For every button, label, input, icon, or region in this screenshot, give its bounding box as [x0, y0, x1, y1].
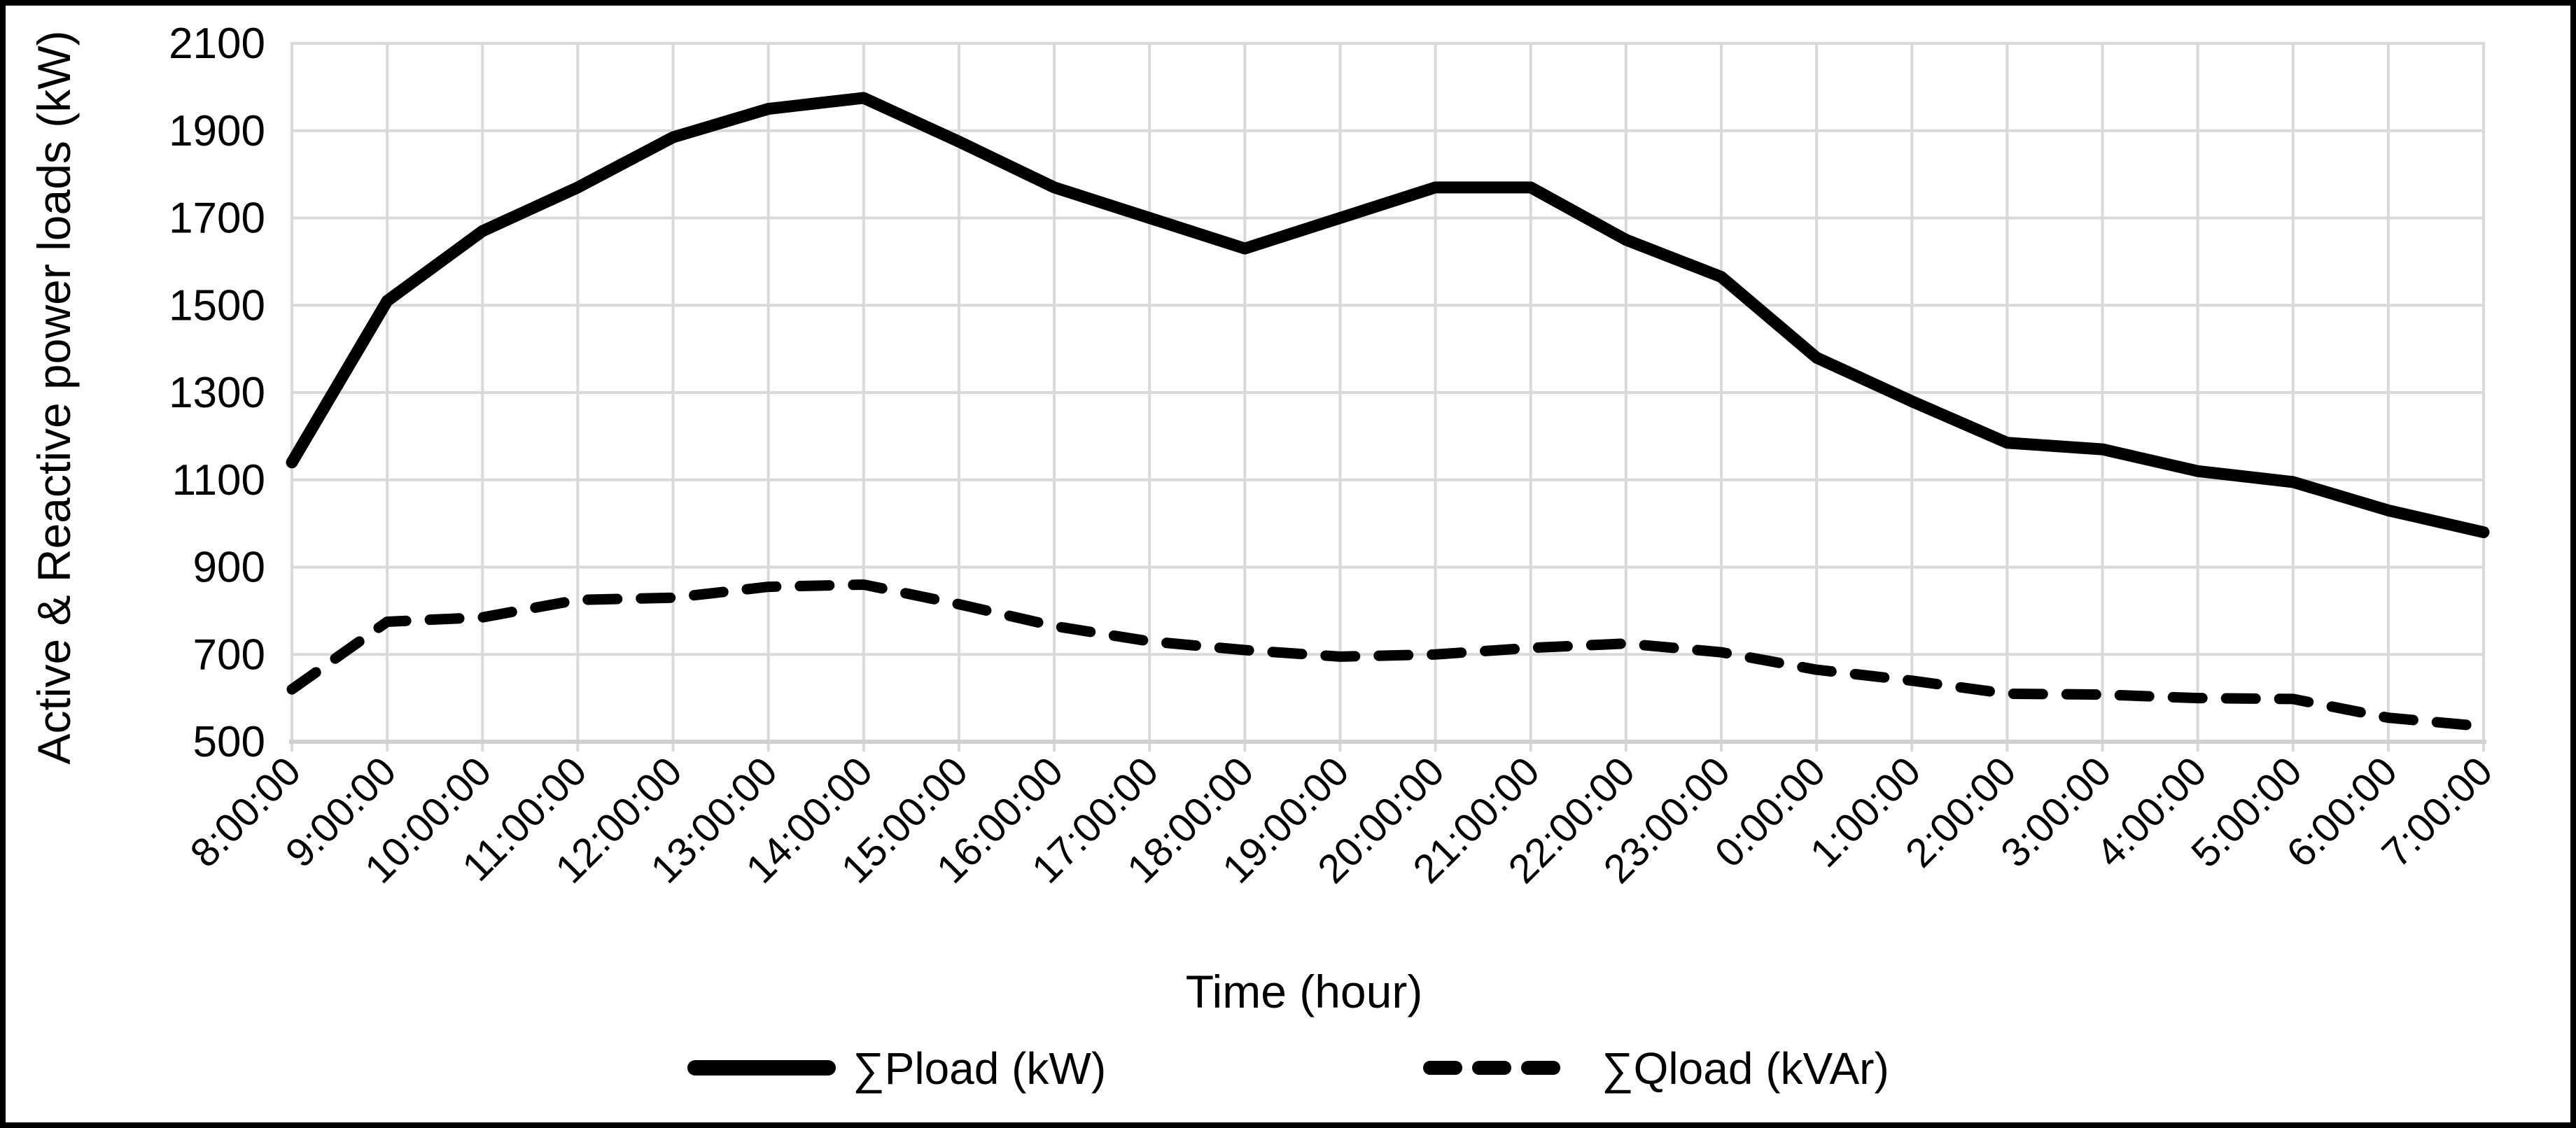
y-tick-label: 1100: [172, 456, 265, 505]
line-chart: 5007009001100130015001700190021008:00:00…: [28, 20, 2501, 1094]
plot-area: 5007009001100130015001700190021008:00:00…: [169, 20, 2501, 892]
qload-series-line: [286, 579, 2489, 732]
y-tick-label: 1500: [169, 281, 265, 330]
y-tick-label: 500: [193, 718, 265, 766]
legend-item-qload: ∑Qload (kVAr): [1423, 1043, 1889, 1094]
y-tick-label: 1900: [169, 107, 265, 155]
legend-label-qload: ∑Qload (kVAr): [1602, 1043, 1889, 1094]
legend: ∑Pload (kW) ∑Qload (kVAr): [687, 1043, 1889, 1094]
y-tick-label: 700: [193, 630, 265, 679]
y-axis-title: Active & Reactive power loads (kW): [28, 30, 80, 764]
y-tick-label: 900: [193, 544, 265, 592]
legend-item-pload: ∑Pload (kW): [687, 1043, 1106, 1094]
legend-label-pload: ∑Pload (kW): [853, 1043, 1106, 1094]
y-tick-label: 1300: [169, 369, 265, 417]
y-tick-label: 2100: [169, 20, 265, 68]
pload-series-line: [286, 92, 2490, 539]
y-tick-label: 1700: [169, 195, 265, 243]
x-axis-title: Time (hour): [1186, 966, 1423, 1017]
